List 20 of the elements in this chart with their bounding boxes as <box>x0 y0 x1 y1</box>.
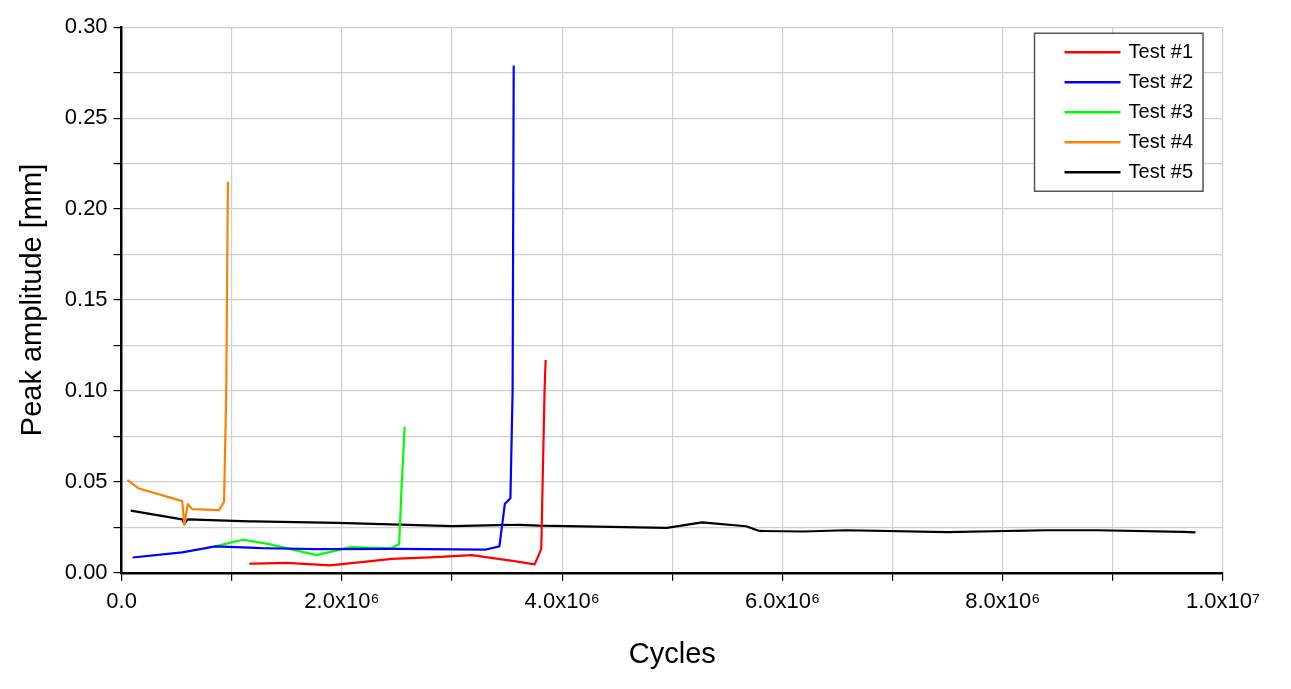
x-tick-label: 6.0x10⁶ <box>744 588 820 614</box>
y-tick-label: 0.05 <box>64 467 108 493</box>
legend-label: Test #5 <box>1128 159 1193 182</box>
x-axis-title: Cycles <box>628 636 716 669</box>
y-tick-label: 0.00 <box>64 558 108 584</box>
x-tick-label: 1.0x10⁷ <box>1185 588 1261 614</box>
legend-label: Test #3 <box>1128 99 1193 122</box>
x-tick-label: 8.0x10⁶ <box>965 588 1041 614</box>
y-tick-label: 0.20 <box>64 195 108 221</box>
y-tick-label: 0.30 <box>64 13 108 39</box>
y-tick-label: 0.10 <box>64 377 108 402</box>
y-axis-title: Peak amplitude [mm] <box>15 163 48 437</box>
y-tick-label: 0.25 <box>64 104 108 130</box>
legend-label: Test #1 <box>1128 39 1193 62</box>
x-tick-label: 0.0 <box>106 588 137 614</box>
x-tick-label: 4.0x10⁶ <box>524 588 600 614</box>
legend-label: Test #4 <box>1128 129 1193 152</box>
legend-label: Test #2 <box>1128 69 1193 92</box>
x-tick-label: 2.0x10⁶ <box>304 588 380 614</box>
y-tick-label: 0.15 <box>64 286 108 312</box>
